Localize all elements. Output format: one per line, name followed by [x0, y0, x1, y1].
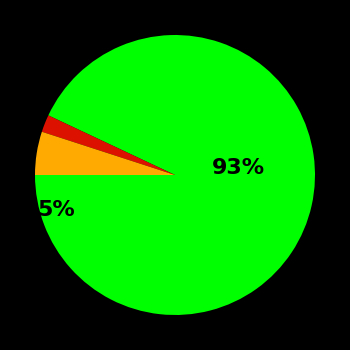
Wedge shape: [42, 116, 175, 175]
Text: 93%: 93%: [211, 158, 265, 178]
Wedge shape: [35, 132, 175, 175]
Wedge shape: [35, 35, 315, 315]
Text: 5%: 5%: [37, 200, 75, 220]
